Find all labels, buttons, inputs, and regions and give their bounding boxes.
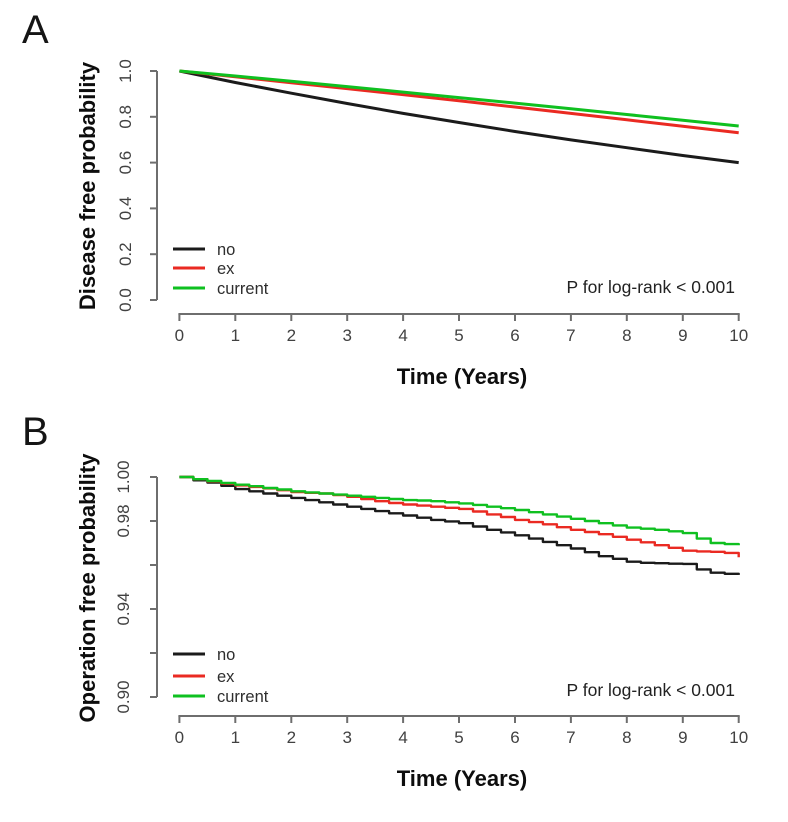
panel-b: 1.00 0.98 0.94 0.90 0 1 2 3 4 5 6 7 8 9 10 no ex current: [114, 460, 748, 747]
panel-b-x-axis-title: Time (Years): [396, 766, 528, 791]
panel-a-y-axis-title: Disease free probability: [75, 61, 100, 311]
x-tick-label: 1: [231, 728, 240, 747]
x-tick-label: 0: [175, 728, 184, 747]
x-tick-label: 8: [622, 728, 631, 747]
x-tick-label: 0: [175, 326, 184, 345]
series-current-curve: [179, 69, 739, 128]
x-tick-label: 10: [729, 326, 748, 345]
panel-b-letter: B: [22, 410, 49, 454]
legend-label-ex: ex: [217, 260, 235, 278]
panel-a-letter: A: [22, 8, 49, 52]
panel-a-pvalue-annotation: P for log-rank < 0.001: [566, 277, 735, 297]
y-tick-label: 0.94: [114, 592, 133, 625]
x-tick-label: 5: [454, 326, 463, 345]
x-tick-label: 5: [454, 728, 463, 747]
x-tick-label: 2: [287, 728, 296, 747]
panel-a-x-axis-title: Time (Years): [396, 364, 528, 389]
legend: no ex current: [173, 646, 269, 706]
y-tick-label: 0.6: [116, 151, 135, 175]
series-no-curve: [179, 475, 740, 575]
panel-b-pvalue-annotation: P for log-rank < 0.001: [566, 680, 735, 700]
x-tick-label: 10: [729, 728, 748, 747]
legend-label-current: current: [217, 280, 269, 298]
x-tick-label: 4: [398, 326, 407, 345]
x-tick-label: 6: [510, 326, 519, 345]
x-tick-label: 9: [678, 326, 687, 345]
legend-label-no: no: [217, 646, 235, 664]
x-tick-label: 3: [342, 326, 351, 345]
panel-b-y-axis-title: Operation free probability: [75, 453, 100, 723]
x-tick-label: 8: [622, 326, 631, 345]
y-tick-label: 0.4: [116, 197, 135, 221]
series-no-curve: [179, 69, 739, 165]
x-tick-label: 2: [287, 326, 296, 345]
y-tick-label: 1.00: [114, 460, 133, 493]
x-tick-label: 9: [678, 728, 687, 747]
y-tick-label: 1.0: [116, 59, 135, 83]
x-tick-label: 4: [398, 728, 407, 747]
series-current-curve: [179, 475, 740, 546]
y-tick-label: 0.0: [116, 288, 135, 312]
x-tick-label: 3: [342, 728, 351, 747]
y-tick-label: 0.90: [114, 680, 133, 713]
x-tick-label: 1: [231, 326, 240, 345]
y-tick-label: 0.8: [116, 105, 135, 129]
legend-label-no: no: [217, 241, 235, 259]
y-tick-label: 0.98: [114, 504, 133, 537]
y-tick-label: 0.2: [116, 242, 135, 266]
x-tick-label: 7: [566, 728, 575, 747]
x-tick-label: 7: [566, 326, 575, 345]
legend-label-ex: ex: [217, 668, 235, 686]
x-tick-label: 6: [510, 728, 519, 747]
legend-label-current: current: [217, 688, 269, 706]
